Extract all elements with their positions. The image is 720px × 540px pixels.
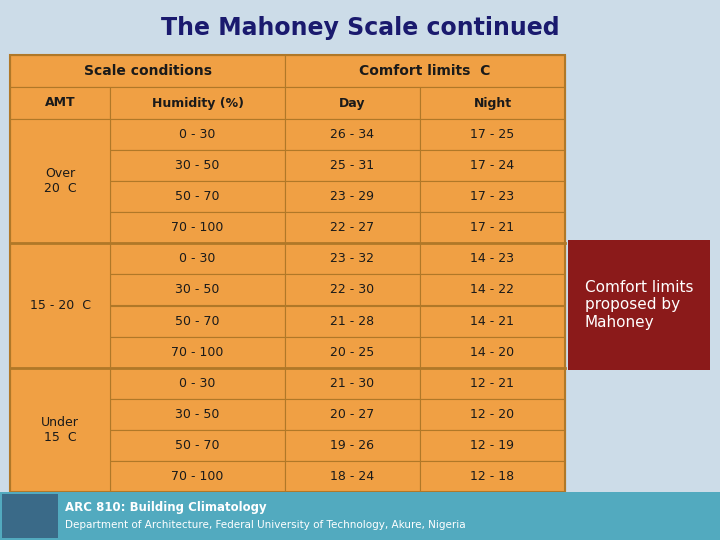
Bar — [110, 274, 285, 306]
Text: Comfort limits
proposed by
Mahoney: Comfort limits proposed by Mahoney — [585, 280, 693, 330]
Text: 22 - 27: 22 - 27 — [330, 221, 374, 234]
Bar — [110, 150, 285, 181]
Text: 30 - 50: 30 - 50 — [175, 408, 220, 421]
Bar — [420, 244, 565, 274]
Text: 30 - 50: 30 - 50 — [175, 284, 220, 296]
Bar — [420, 306, 565, 336]
Text: 14 - 22: 14 - 22 — [470, 284, 515, 296]
Text: 12 - 20: 12 - 20 — [470, 408, 515, 421]
Text: 17 - 23: 17 - 23 — [470, 190, 515, 203]
Text: Comfort limits  C: Comfort limits C — [359, 64, 491, 78]
Text: 30 - 50: 30 - 50 — [175, 159, 220, 172]
Text: 19 - 26: 19 - 26 — [330, 439, 374, 452]
Text: 70 - 100: 70 - 100 — [171, 470, 224, 483]
Text: 20 - 25: 20 - 25 — [330, 346, 374, 359]
Text: The Mahoney Scale continued: The Mahoney Scale continued — [161, 16, 559, 40]
Text: 22 - 30: 22 - 30 — [330, 284, 374, 296]
Text: 0 - 30: 0 - 30 — [179, 377, 216, 390]
Text: 14 - 20: 14 - 20 — [470, 346, 515, 359]
Text: 26 - 34: 26 - 34 — [330, 128, 374, 141]
Text: 12 - 21: 12 - 21 — [470, 377, 515, 390]
Bar — [285, 87, 420, 119]
Text: 17 - 24: 17 - 24 — [470, 159, 515, 172]
Bar — [10, 87, 110, 119]
Text: 12 - 18: 12 - 18 — [470, 470, 515, 483]
Bar — [420, 399, 565, 430]
Bar — [285, 461, 420, 492]
Bar — [285, 244, 420, 274]
Bar — [285, 119, 420, 150]
Bar — [420, 87, 565, 119]
Bar — [110, 244, 285, 274]
Text: Over
20  C: Over 20 C — [44, 167, 76, 195]
Bar — [285, 150, 420, 181]
Bar — [110, 368, 285, 399]
Text: 21 - 28: 21 - 28 — [330, 314, 374, 328]
Bar — [285, 368, 420, 399]
Bar — [10, 55, 285, 87]
Bar — [285, 306, 420, 336]
Text: 70 - 100: 70 - 100 — [171, 346, 224, 359]
Text: 0 - 30: 0 - 30 — [179, 252, 216, 265]
Text: 21 - 30: 21 - 30 — [330, 377, 374, 390]
Text: 50 - 70: 50 - 70 — [175, 314, 220, 328]
Bar — [110, 87, 285, 119]
Bar — [110, 399, 285, 430]
Text: Scale conditions: Scale conditions — [84, 64, 212, 78]
Bar — [110, 119, 285, 150]
Text: Night: Night — [474, 97, 512, 110]
Text: AMT: AMT — [45, 97, 76, 110]
Bar — [420, 430, 565, 461]
Bar — [420, 336, 565, 368]
Text: Department of Architecture, Federal University of Technology, Akure, Nigeria: Department of Architecture, Federal Univ… — [65, 519, 466, 530]
Bar — [568, 240, 710, 370]
Bar — [285, 336, 420, 368]
Bar — [10, 244, 110, 368]
Text: 0 - 30: 0 - 30 — [179, 128, 216, 141]
Bar — [10, 55, 565, 492]
Bar — [110, 430, 285, 461]
Bar — [110, 212, 285, 244]
Text: 12 - 19: 12 - 19 — [470, 439, 515, 452]
Text: ARC 810: Building Climatology: ARC 810: Building Climatology — [65, 501, 266, 514]
Bar — [420, 461, 565, 492]
Bar — [110, 181, 285, 212]
Text: 70 - 100: 70 - 100 — [171, 221, 224, 234]
Bar — [285, 399, 420, 430]
Bar — [420, 212, 565, 244]
Bar — [285, 274, 420, 306]
Bar — [10, 119, 110, 244]
Text: 20 - 27: 20 - 27 — [330, 408, 374, 421]
Bar — [420, 274, 565, 306]
Bar — [285, 430, 420, 461]
Bar — [2, 494, 58, 538]
Text: 17 - 21: 17 - 21 — [470, 221, 515, 234]
Text: Humidity (%): Humidity (%) — [151, 97, 243, 110]
Text: 23 - 32: 23 - 32 — [330, 252, 374, 265]
Text: 25 - 31: 25 - 31 — [330, 159, 374, 172]
Text: 17 - 25: 17 - 25 — [470, 128, 515, 141]
Text: 14 - 23: 14 - 23 — [470, 252, 515, 265]
Text: 18 - 24: 18 - 24 — [330, 470, 374, 483]
Text: 50 - 70: 50 - 70 — [175, 439, 220, 452]
Bar — [420, 150, 565, 181]
Bar — [110, 461, 285, 492]
Text: 14 - 21: 14 - 21 — [470, 314, 515, 328]
Bar — [10, 368, 110, 492]
Text: 15 - 20  C: 15 - 20 C — [30, 299, 91, 312]
Bar — [420, 119, 565, 150]
Bar — [285, 181, 420, 212]
Text: Day: Day — [339, 97, 366, 110]
Text: 23 - 29: 23 - 29 — [330, 190, 374, 203]
Bar — [110, 336, 285, 368]
Text: Under
15  C: Under 15 C — [41, 416, 79, 444]
Bar — [420, 368, 565, 399]
Bar — [420, 181, 565, 212]
Bar — [285, 212, 420, 244]
Text: 50 - 70: 50 - 70 — [175, 190, 220, 203]
Bar — [285, 55, 565, 87]
Bar — [0, 492, 720, 540]
Bar — [110, 306, 285, 336]
